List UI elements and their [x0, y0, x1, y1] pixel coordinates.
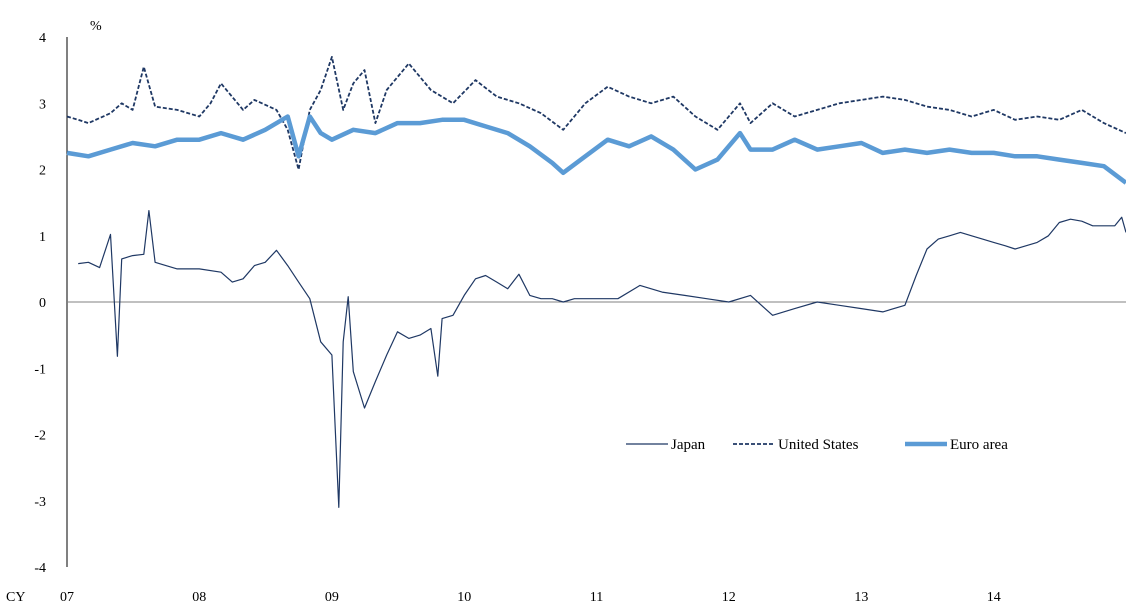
y-tick-label: -2: [34, 429, 46, 444]
x-tick-label: 09: [325, 590, 339, 605]
x-tick-label: 07: [60, 590, 74, 605]
series-layer: [66, 56, 1126, 508]
y-tick-label: 2: [39, 164, 46, 179]
x-tick-label: 13: [854, 590, 868, 605]
x-tick-label: 10: [457, 590, 471, 605]
y-tick-label: 0: [39, 296, 46, 311]
x-tick-label: 11: [590, 590, 603, 605]
y-axis-unit-label: %: [90, 19, 102, 34]
legend-label: Euro area: [950, 437, 1008, 453]
x-axis-prefix-label: CY: [6, 590, 25, 605]
x-tick-label: 12: [722, 590, 736, 605]
y-tick-label: -3: [34, 495, 46, 510]
y-tick-label: -1: [34, 362, 46, 377]
x-tick-labels: 07 08 09 10 11 12 13 14: [60, 590, 1001, 605]
series-line-japan: [78, 210, 1126, 508]
series-line-euro-area: [66, 114, 1126, 185]
y-tick-labels: 4 3 2 1 0 -1 -2 -3 -4: [34, 31, 46, 576]
y-tick-label: -4: [34, 561, 46, 576]
y-tick-label: 1: [39, 230, 46, 245]
legend-label: United States: [778, 437, 859, 453]
y-tick-label: 3: [39, 97, 46, 112]
x-tick-label: 08: [192, 590, 206, 605]
axes: [66, 37, 1126, 567]
legend-label: Japan: [671, 437, 706, 453]
legend: Japan United States Euro area: [626, 437, 1008, 453]
x-tick-label: 14: [987, 590, 1001, 605]
y-tick-label: 4: [39, 31, 46, 46]
series-line-united-states: [66, 56, 1126, 171]
